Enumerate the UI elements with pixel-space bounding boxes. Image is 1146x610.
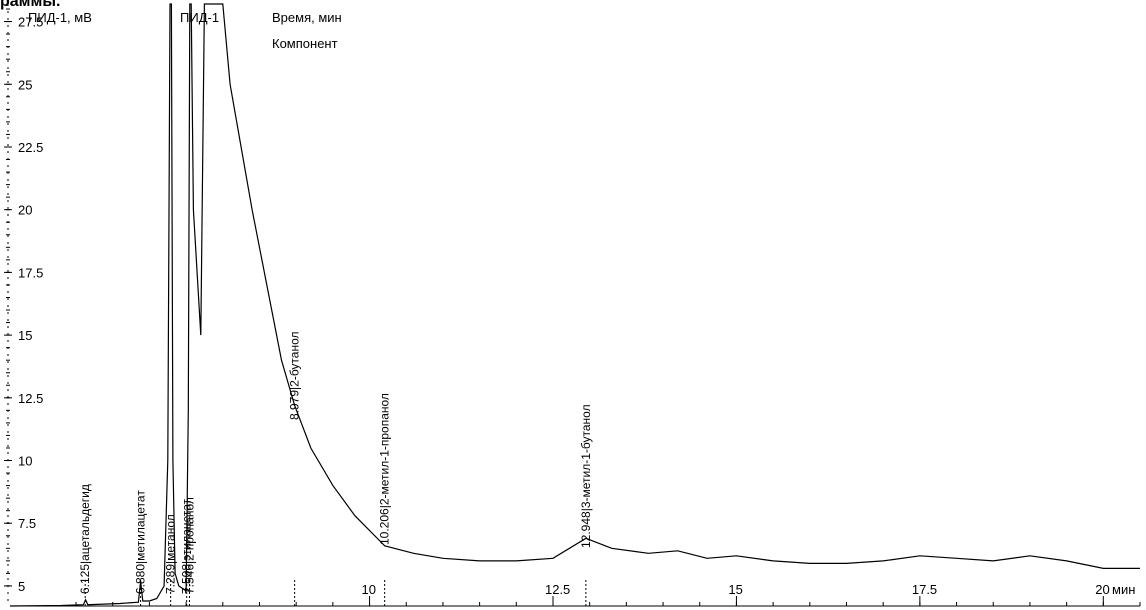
- legend-time: Время, мин: [272, 10, 342, 25]
- page-title-fragment: раммы.: [0, 0, 61, 10]
- y-tick-label: 15: [18, 328, 32, 343]
- peak-label: 6.125|ацетальдегид: [78, 484, 92, 594]
- y-tick-label: 12.5: [18, 391, 43, 406]
- y-tick-label: 17.5: [18, 265, 43, 280]
- x-tick-label: 20: [1095, 582, 1109, 597]
- peak-label: 7.546|2-пропанол: [182, 497, 196, 594]
- peak-label: 8.979|2-бутанол: [288, 332, 302, 421]
- x-tick-label: 10: [362, 582, 376, 597]
- y-axis-label: ПИД-1, мВ: [28, 10, 92, 25]
- legend-component: Компонент: [272, 36, 338, 51]
- peak-label: 12.948|3-метил-1-бутанол: [579, 404, 593, 548]
- y-tick-label: 25: [18, 77, 32, 92]
- y-tick-label: 7.5: [18, 516, 36, 531]
- x-tick-label: 15: [728, 582, 742, 597]
- peak-label: 10.206|2-метил-1-пропанол: [378, 393, 392, 545]
- series-label: ПИД-1: [180, 10, 219, 25]
- y-tick-label: 10: [18, 454, 32, 469]
- peak-label: 6.880|метилацетат: [134, 490, 148, 594]
- y-tick-label: 22.5: [18, 140, 43, 155]
- y-tick-label: 27.5: [18, 15, 43, 30]
- y-tick-label: 20: [18, 203, 32, 218]
- x-tick-label: 12.5: [545, 582, 570, 597]
- x-unit-label: мин: [1112, 582, 1135, 597]
- x-tick-label: 17.5: [912, 582, 937, 597]
- y-tick-label: 5: [18, 579, 25, 594]
- chromatogram-line: [9, 3, 1140, 607]
